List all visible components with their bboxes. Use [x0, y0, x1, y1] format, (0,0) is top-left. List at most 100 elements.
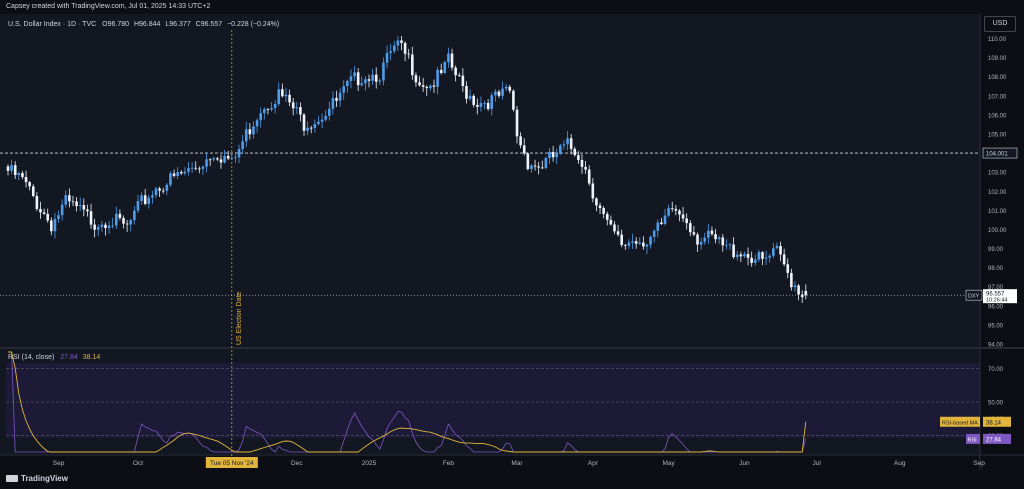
candle-body — [6, 166, 10, 171]
price-tick-label: 107.00 — [988, 94, 1007, 100]
candle-body — [219, 159, 223, 163]
candle-body — [335, 98, 338, 101]
candle-body — [710, 230, 714, 235]
candle-body — [602, 208, 605, 214]
candle-body — [234, 157, 237, 159]
candle-body — [439, 69, 443, 73]
rsi-value-label: 27.84 — [986, 437, 1002, 443]
footer-brand: TradingView — [21, 474, 68, 483]
candle-body — [786, 264, 790, 273]
candle-body — [248, 129, 252, 135]
price-tick-label: 106.00 — [988, 113, 1007, 119]
candle-body — [24, 177, 28, 183]
dxy-badge — [965, 289, 983, 301]
candle-body — [371, 74, 374, 81]
candle-body — [10, 165, 13, 171]
candle-body — [512, 90, 515, 110]
candle-body — [764, 257, 768, 259]
candle-body — [692, 232, 696, 235]
candle-body — [414, 75, 418, 83]
candle-body — [143, 195, 147, 204]
candle-body — [454, 67, 457, 76]
rsi-band — [6, 363, 980, 438]
candle-body — [317, 121, 320, 125]
candle-body — [670, 208, 674, 209]
candle-body — [284, 94, 288, 97]
price-tick-label: 96.00 — [988, 304, 1004, 310]
candle-body — [244, 129, 248, 142]
candle-body — [176, 172, 179, 176]
candle-body — [60, 204, 64, 216]
candle-body — [190, 167, 194, 169]
credit-text: Capsey created with TradingView.com, Jul… — [6, 3, 211, 10]
price-tick-label: 110.00 — [988, 37, 1007, 43]
candle-body — [540, 167, 544, 169]
candle-body — [31, 186, 35, 197]
candle-body — [169, 173, 172, 185]
candle-body — [616, 231, 620, 235]
time-tick-label: Oct — [133, 460, 143, 467]
candle-body — [605, 213, 609, 220]
candle-body — [562, 144, 566, 146]
last-price-label: 96.557 — [986, 292, 1005, 298]
time-tick-label: Sep — [53, 460, 65, 467]
candle-body — [122, 217, 125, 224]
candle-body — [638, 242, 642, 244]
candle-body — [476, 104, 479, 107]
candle-body — [681, 214, 685, 219]
candle-body — [743, 253, 746, 257]
currency-button[interactable]: USD — [984, 16, 1016, 32]
candle-body — [587, 169, 591, 184]
candle-body — [194, 167, 198, 169]
time-tick-label: Jun — [739, 460, 750, 467]
candle-body — [306, 127, 309, 131]
candle-body — [688, 223, 692, 233]
candle-body — [772, 248, 775, 256]
level-badge-label: 104.001 — [986, 152, 1008, 158]
candle-body — [761, 252, 764, 259]
rsi-badge-label: RSI — [968, 437, 978, 443]
candle-body — [226, 155, 230, 159]
candle-body — [501, 88, 504, 96]
candle-body — [497, 91, 501, 96]
level-line-104: 104.001 — [0, 147, 1018, 159]
candle-body — [28, 182, 31, 187]
candle-body — [50, 220, 53, 232]
candle-body — [93, 224, 96, 230]
candle-body — [89, 211, 93, 225]
candle-body — [634, 241, 638, 244]
candle-body — [490, 95, 494, 109]
candle-body — [151, 195, 154, 198]
chart-title: U.S. Dollar Index · 1D · TVC O96.780 H96… — [8, 21, 279, 28]
candle-body — [548, 151, 551, 158]
candle-body — [385, 52, 389, 63]
candle-body — [674, 208, 678, 211]
time-tick-label: Jul — [812, 460, 821, 467]
candle-body — [356, 72, 360, 86]
candle-body — [598, 205, 602, 209]
candle-body — [559, 145, 562, 154]
candle-body — [472, 95, 475, 105]
candle-body — [421, 85, 425, 87]
candle-body — [685, 218, 688, 224]
candle-body — [591, 183, 595, 199]
time-tick-label: 2025 — [362, 460, 377, 467]
candle-body — [288, 94, 291, 103]
price-tick-label: 98.00 — [988, 266, 1004, 272]
candle-body — [735, 254, 739, 258]
candle-body — [418, 82, 421, 86]
candle-body — [118, 213, 122, 218]
candle-body — [465, 85, 468, 99]
candle-body — [728, 244, 732, 246]
candle-body — [530, 165, 533, 170]
candle-body — [140, 195, 143, 201]
candle-body — [425, 86, 429, 89]
candle-body — [447, 53, 450, 63]
candle-body — [154, 188, 158, 196]
candle-body — [313, 124, 317, 128]
candle-body — [642, 242, 645, 247]
candle-body — [309, 127, 313, 129]
candle-body — [407, 53, 411, 55]
